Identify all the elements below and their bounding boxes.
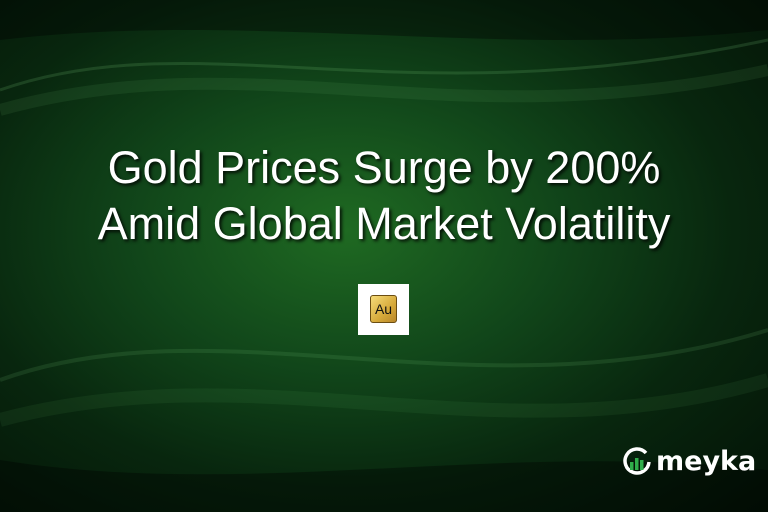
- gold-element-tile-icon: Au: [370, 295, 397, 323]
- brand-name: meyka: [656, 446, 757, 477]
- element-symbol: Au: [374, 301, 393, 317]
- gold-element-icon: Au: [358, 284, 409, 335]
- headline-line-2: Amid Global Market Volatility: [97, 198, 671, 249]
- headline-line-1: Gold Prices Surge by 200%: [107, 142, 661, 193]
- brand-logo: meyka: [622, 447, 756, 477]
- headline: Gold Prices Surge by 200% Amid Global Ma…: [0, 140, 768, 252]
- meyka-logo-icon: [623, 447, 651, 475]
